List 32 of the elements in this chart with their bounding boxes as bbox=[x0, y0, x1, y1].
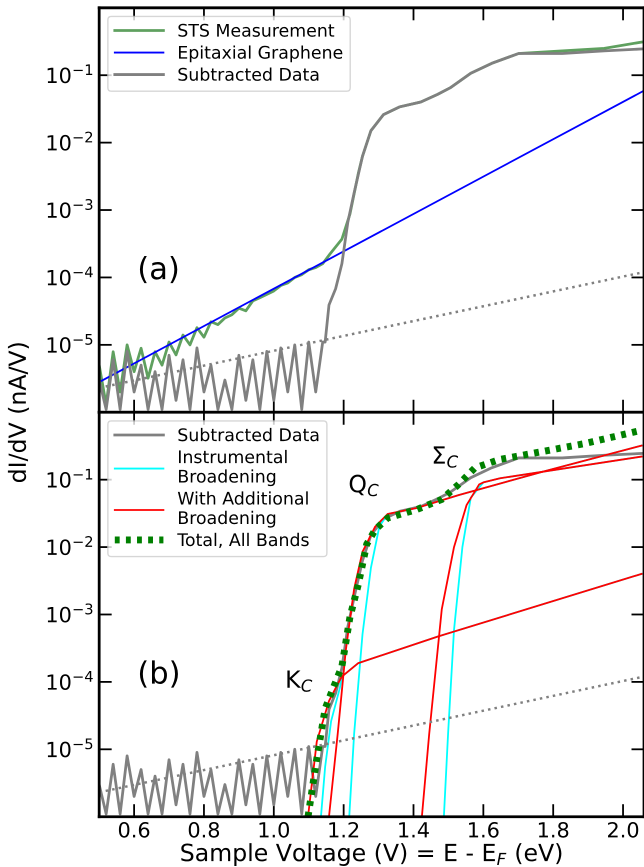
x-tick-label: 1.8 bbox=[538, 822, 568, 838]
x-tick-label: 1.2 bbox=[329, 822, 358, 838]
legend-label: Subtracted Data bbox=[178, 67, 318, 81]
x-tick-label: 1.4 bbox=[399, 822, 429, 838]
y-tick-label: 10$^{−5}$ bbox=[48, 334, 92, 353]
legend-label: STS Measurement bbox=[178, 24, 334, 37]
annotation: K$_{C}$ bbox=[287, 670, 312, 692]
legend-label: Subtracted Data bbox=[178, 428, 318, 442]
y-tick-label: 10$^{−4}$ bbox=[48, 266, 93, 286]
y-tick-label: 10$^{−4}$ bbox=[48, 671, 93, 690]
y-tick-label: 10$^{−3}$ bbox=[48, 603, 92, 623]
x-tick-label: 0.6 bbox=[118, 822, 150, 838]
y-tick-label: 10$^{−2}$ bbox=[48, 132, 92, 151]
x-tick-label: 0.8 bbox=[188, 822, 220, 838]
y-tick-label: 10$^{−1}$ bbox=[48, 64, 92, 84]
y-tick-label: 10$^{−2}$ bbox=[48, 536, 92, 556]
legend-label: Total, All Bands bbox=[177, 532, 309, 548]
legend-label: With Additional Broadening bbox=[178, 491, 308, 528]
annotation: (b) bbox=[140, 660, 178, 688]
annotation: Σ$_{C}$ bbox=[434, 446, 458, 468]
x-tick-label: 1.6 bbox=[469, 822, 499, 838]
y-axis-title: dI/dV (nA/V) bbox=[8, 343, 29, 482]
annotation: Q$_{C}$ bbox=[350, 474, 379, 496]
y-tick-label: 10$^{−5}$ bbox=[48, 738, 92, 758]
x-tick-label: 2.0 bbox=[608, 822, 638, 838]
annotation: (a) bbox=[140, 256, 178, 284]
x-tick-label: 1.0 bbox=[260, 822, 289, 838]
legend-label: Instrumental Broadening bbox=[179, 450, 287, 486]
legend-label: Epitaxial Graphene bbox=[179, 45, 342, 62]
y-tick-label: 10$^{−3}$ bbox=[48, 198, 92, 218]
y-tick-label: 10$^{−1}$ bbox=[48, 468, 92, 488]
x-axis-title: Sample Voltage (V) = E - E$_{F}$ (eV) bbox=[181, 843, 562, 866]
